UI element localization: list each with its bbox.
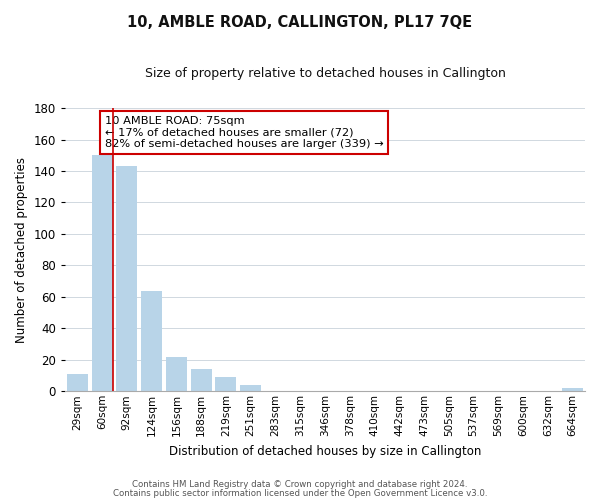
Bar [116,166,137,392]
Text: 10, AMBLE ROAD, CALLINGTON, PL17 7QE: 10, AMBLE ROAD, CALLINGTON, PL17 7QE [127,15,473,30]
Text: 10 AMBLE ROAD: 75sqm
← 17% of detached houses are smaller (72)
82% of semi-detac: 10 AMBLE ROAD: 75sqm ← 17% of detached h… [104,116,383,149]
Bar [141,290,162,392]
Text: Contains public sector information licensed under the Open Government Licence v3: Contains public sector information licen… [113,488,487,498]
Y-axis label: Number of detached properties: Number of detached properties [15,156,28,342]
Bar [191,369,212,392]
Text: Contains HM Land Registry data © Crown copyright and database right 2024.: Contains HM Land Registry data © Crown c… [132,480,468,489]
Bar [562,388,583,392]
Bar [240,385,261,392]
Bar [166,356,187,392]
Bar [92,156,113,392]
Bar [67,374,88,392]
Bar [215,377,236,392]
X-axis label: Distribution of detached houses by size in Callington: Distribution of detached houses by size … [169,444,481,458]
Title: Size of property relative to detached houses in Callington: Size of property relative to detached ho… [145,68,505,80]
